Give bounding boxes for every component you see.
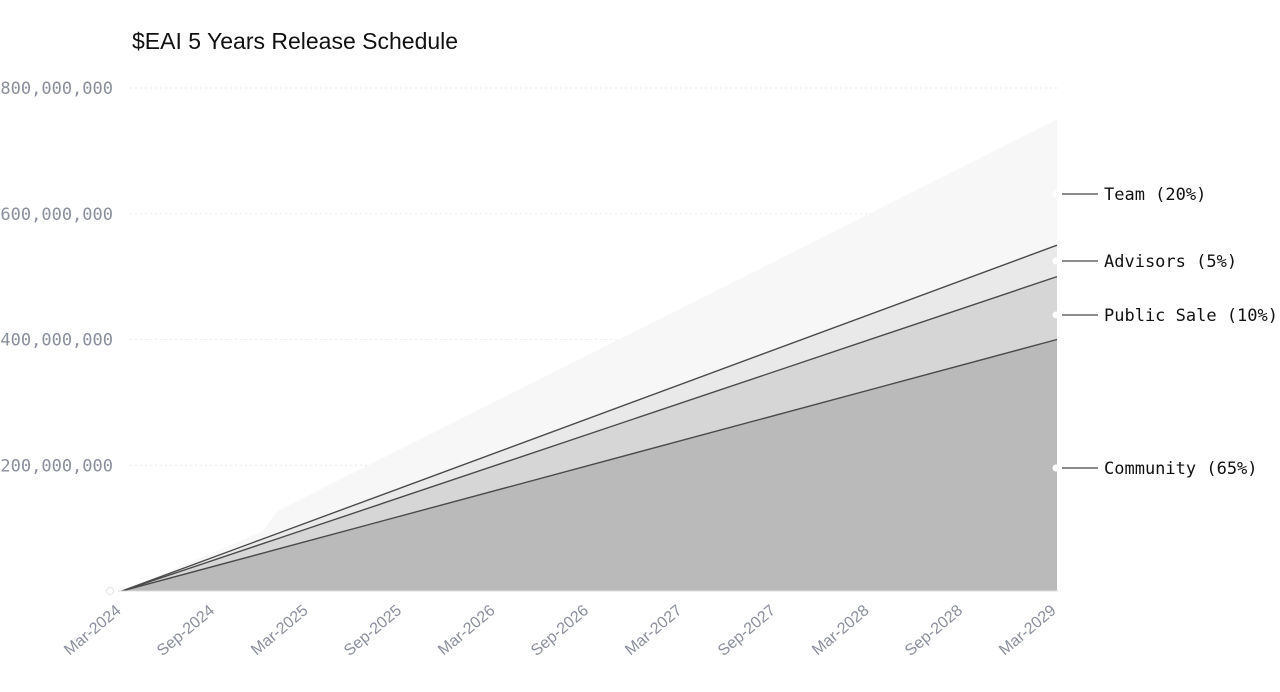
series-label-team-20: Team (20%) (1104, 185, 1206, 205)
y-tick-label: 600,000,000 (0, 205, 113, 225)
label-marker (1052, 311, 1060, 319)
label-marker (1052, 190, 1060, 198)
x-tick-label: Sep-2026 (528, 602, 592, 660)
boundary-line-community-65 (121, 338, 1058, 592)
x-tick-label: Mar-2026 (435, 602, 498, 659)
label-marker (1052, 464, 1060, 472)
boundary-lines (121, 244, 1058, 592)
x-tick-label: Mar-2025 (248, 602, 311, 659)
y-tick-label: 200,000,000 (0, 456, 113, 476)
x-tick-label: Mar-2028 (809, 602, 872, 659)
origin-marker (106, 587, 114, 595)
boundary-line-public-sale-10 (121, 275, 1058, 592)
series-label-community-65: Community (65%) (1104, 459, 1258, 479)
x-tick-label: Sep-2028 (902, 602, 966, 660)
chart-title: $EAI 5 Years Release Schedule (132, 28, 458, 54)
x-tick-label: Mar-2024 (61, 602, 124, 659)
x-tick-label: Sep-2027 (715, 602, 779, 660)
series-label-public-sale-10: Public Sale (10%) (1104, 306, 1278, 326)
y-tick-label: 800,000,000 (0, 79, 113, 99)
series-label-advisors-5: Advisors (5%) (1104, 252, 1237, 272)
y-axis-ticks: 200,000,000 400,000,000 600,000,000 800,000… (0, 79, 113, 476)
x-axis-ticks: Mar-2024 Sep-2024 Mar-2025 Sep-2025 Mar-2026… (61, 602, 1059, 660)
x-tick-label: Sep-2025 (341, 602, 405, 660)
x-tick-label: Mar-2029 (996, 602, 1059, 659)
stacked-areas (122, 119, 1057, 591)
series-labels: Community (65%) Public Sale (10%) Advisors… (106, 185, 1278, 595)
area-team-20 (122, 119, 1057, 591)
label-marker (1052, 257, 1060, 265)
y-tick-label: 400,000,000 (0, 331, 113, 351)
x-tick-label: Sep-2024 (154, 602, 218, 660)
x-tick-label: Mar-2027 (622, 602, 685, 659)
boundary-line-advisors-5 (121, 244, 1058, 592)
